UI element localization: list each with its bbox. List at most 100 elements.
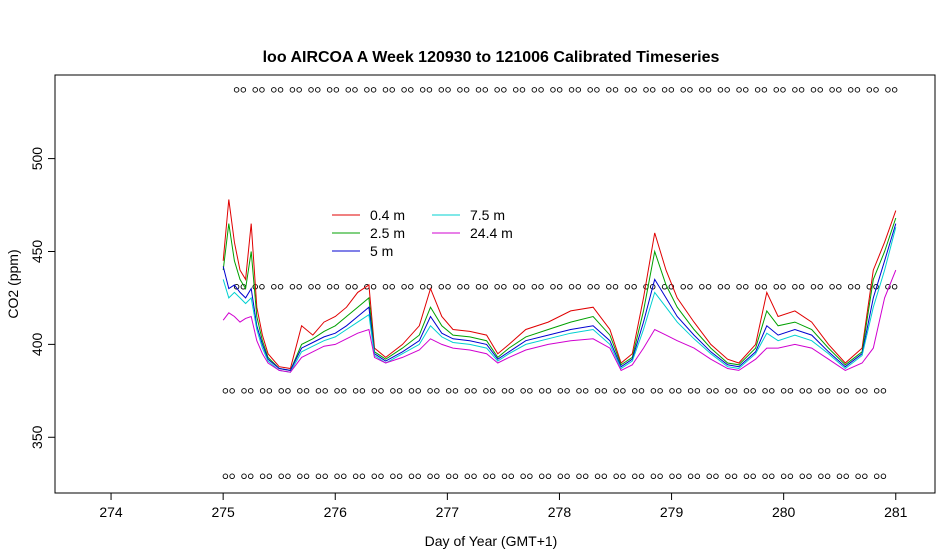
marker-point <box>750 388 756 394</box>
marker-point <box>743 388 750 394</box>
marker-point <box>390 388 396 394</box>
marker-point <box>568 284 575 290</box>
marker-point <box>687 473 694 480</box>
marker-point <box>620 473 626 480</box>
legend-label: 7.5 m <box>470 207 505 223</box>
marker-point <box>277 87 284 93</box>
marker-point <box>762 388 768 394</box>
marker-point <box>780 388 787 394</box>
marker-point <box>501 388 508 394</box>
marker-point <box>438 87 445 93</box>
marker-point <box>669 388 675 394</box>
marker-point <box>545 473 552 480</box>
marker-point <box>222 388 229 394</box>
marker-point <box>587 87 593 93</box>
marker-point <box>743 473 750 480</box>
marker-point <box>322 388 328 394</box>
marker-point <box>780 87 786 93</box>
marker-point <box>606 87 612 93</box>
marker-point <box>538 388 545 394</box>
marker-point <box>457 87 463 93</box>
marker-point <box>271 87 277 93</box>
marker-point <box>297 388 303 394</box>
marker-point <box>475 284 482 290</box>
marker-point <box>687 284 693 290</box>
marker-point <box>769 388 775 394</box>
marker-point <box>501 473 508 480</box>
legend-label: 5 m <box>370 243 393 259</box>
marker-point <box>650 388 657 394</box>
marker-point <box>464 388 471 394</box>
marker-point <box>482 87 488 93</box>
marker-point <box>266 388 273 394</box>
marker-point <box>240 87 247 93</box>
x-tick-label: 279 <box>660 504 684 520</box>
marker-point <box>519 284 526 290</box>
marker-point <box>464 473 471 480</box>
marker-point <box>538 87 544 93</box>
marker-point <box>333 87 340 93</box>
marker-point <box>452 473 459 480</box>
marker-point <box>854 284 861 290</box>
marker-point <box>706 388 712 394</box>
marker-point <box>371 473 378 480</box>
marker-point <box>308 284 314 290</box>
marker-point <box>754 87 761 93</box>
marker-point <box>341 473 347 480</box>
marker-point <box>587 284 593 290</box>
marker-point <box>370 284 377 290</box>
marker-point <box>668 87 675 93</box>
marker-point <box>891 284 898 290</box>
marker-point <box>259 87 265 93</box>
marker-point <box>494 87 500 93</box>
y-axis: 350 400 450 500 <box>29 147 56 449</box>
marker-point <box>308 87 314 93</box>
marker-point <box>880 388 887 394</box>
marker-point <box>829 87 835 93</box>
marker-point <box>649 87 656 93</box>
marker-point <box>798 284 805 290</box>
marker-point <box>382 87 389 93</box>
legend: 0.4 m 2.5 m 5 m 7.5 m 24.4 m <box>332 207 513 259</box>
marker-point <box>885 87 891 93</box>
marker-point <box>862 473 868 480</box>
marker-point <box>427 473 433 480</box>
marker-point <box>594 473 601 480</box>
marker-point <box>575 87 582 93</box>
series-line <box>222 199 897 370</box>
marker-point <box>315 284 321 290</box>
marker-point <box>408 284 414 290</box>
marker-point <box>471 388 477 394</box>
marker-point <box>545 388 552 394</box>
marker-point <box>601 473 608 480</box>
marker-point <box>271 284 277 290</box>
marker-point <box>259 284 265 290</box>
marker-point <box>582 388 589 394</box>
marker-point <box>527 473 533 480</box>
marker-point <box>564 388 570 394</box>
marker-point <box>471 473 477 480</box>
marker-point <box>512 87 519 93</box>
marker-point <box>806 388 812 394</box>
marker-point <box>285 388 291 394</box>
marker-point <box>527 388 533 394</box>
marker-point <box>452 388 459 394</box>
marker-point <box>713 388 719 394</box>
marker-point <box>836 388 843 394</box>
marker-point <box>632 388 638 394</box>
series-line <box>222 269 897 373</box>
marker-point <box>303 388 310 394</box>
marker-point <box>352 87 358 93</box>
marker-point <box>501 284 507 290</box>
marker-point <box>680 87 686 93</box>
legend-label: 0.4 m <box>370 207 405 223</box>
marker-point <box>799 388 806 394</box>
marker-point <box>769 473 775 480</box>
marker-point <box>438 284 445 290</box>
marker-point <box>862 388 868 394</box>
marker-point <box>680 284 686 290</box>
marker-point <box>247 473 254 480</box>
marker-point <box>396 473 403 480</box>
marker-point <box>725 473 731 480</box>
marker-point <box>557 473 564 480</box>
